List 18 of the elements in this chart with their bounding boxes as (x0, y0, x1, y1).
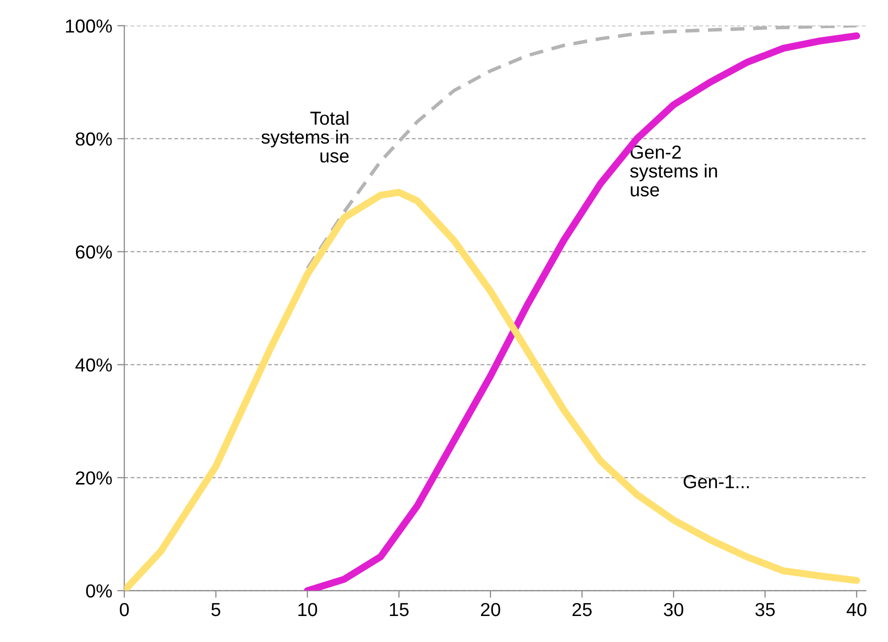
y-tick-label: 100% (66, 19, 112, 33)
x-tick-label: 15 (390, 603, 409, 616)
y-tick-label: 80% (76, 132, 112, 146)
series-label: Gen-1... (684, 475, 749, 488)
y-tick-label: 0% (86, 584, 112, 598)
x-tick-label: 40 (846, 602, 866, 616)
x-tick-label: 0 (120, 602, 129, 616)
x-tick-label: 25 (572, 602, 592, 616)
series-label: Gen-2 systems in use (630, 145, 717, 196)
x-tick-label: 30 (664, 602, 684, 616)
series-label: Total systems in use (261, 111, 349, 163)
y-tick-label: 60% (76, 245, 112, 259)
x-tick-label: 10 (298, 602, 318, 616)
x-tick-label: 35 (755, 602, 775, 616)
y-tick-label: 40% (75, 358, 112, 372)
x-tick-label: 5 (211, 603, 220, 616)
x-tick-label: 20 (481, 602, 500, 616)
y-tick-label: 20% (76, 471, 112, 485)
